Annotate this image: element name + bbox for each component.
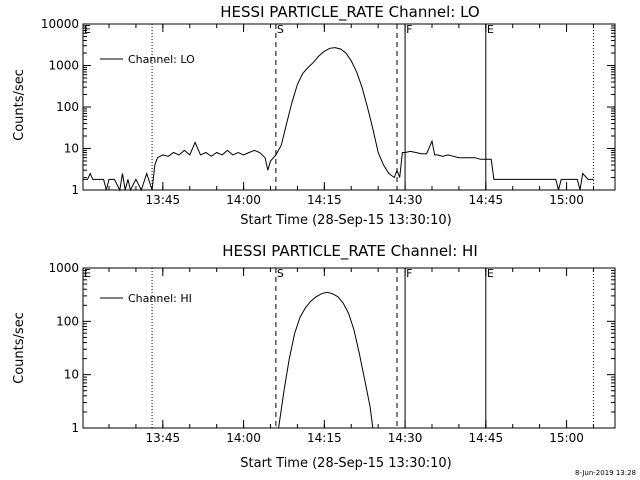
panel-channel-lo: HESSI PARTICLE_RATE Channel: LO Counts/s… — [12, 3, 616, 228]
panel-channel-hi: HESSI PARTICLE_RATE Channel: HI Counts/s… — [12, 242, 616, 471]
legend: Channel: HI — [100, 292, 192, 305]
y-tick-label: 10 — [64, 368, 79, 382]
y-axis-label: Counts/sec — [12, 69, 27, 141]
x-tick-label: 14:15 — [307, 431, 342, 445]
legend-label: Channel: LO — [128, 53, 195, 66]
date-stamp: 8-Jun-2019 13:28 — [575, 469, 636, 477]
y-tick-label: 100 — [56, 314, 79, 328]
event-marker-label: E — [84, 267, 91, 280]
series-line — [83, 47, 594, 192]
x-tick-label: 15:00 — [549, 431, 584, 445]
y-tick-label: 10000 — [41, 17, 79, 31]
y-tick-label: 10 — [64, 142, 79, 156]
y-tick-label: 1000 — [48, 261, 79, 275]
x-tick-label: 15:00 — [549, 193, 584, 207]
axis-ticks: 13:45 14:00 14:15 14:30 14:45 15:00 1 10 100 1000 — [48, 261, 615, 445]
axis-ticks: 13:45 14:00 14:15 14:30 14:45 15:00 1 10 100 1000… — [41, 17, 615, 207]
x-tick-label: 13:45 — [146, 431, 181, 445]
x-axis-label: Start Time (28-Sep-15 13:30:10) — [240, 456, 451, 471]
event-marker-label: E — [487, 267, 494, 280]
x-tick-label: 14:15 — [307, 193, 342, 207]
series-group — [278, 291, 374, 429]
y-tick-label: 1000 — [48, 59, 79, 73]
legend-label: Channel: HI — [128, 292, 192, 305]
x-tick-label: 14:45 — [469, 193, 504, 207]
event-marker-label: E — [487, 23, 494, 36]
x-tick-label: 14:30 — [388, 431, 423, 445]
x-tick-label: 13:45 — [146, 193, 181, 207]
event-marker-label: E — [84, 23, 91, 36]
x-tick-label: 14:00 — [226, 431, 261, 445]
y-tick-label: 1 — [71, 183, 79, 197]
y-tick-label: 100 — [56, 100, 79, 114]
chart-title: HESSI PARTICLE_RATE Channel: LO — [220, 3, 479, 22]
event-marker-label: S — [277, 23, 284, 36]
series-group — [83, 47, 594, 192]
plot-frame — [82, 267, 616, 429]
x-tick-label: 14:00 — [226, 193, 261, 207]
event-marker-label: F — [406, 267, 412, 280]
y-axis-label: Counts/sec — [12, 312, 27, 384]
chart-title: HESSI PARTICLE_RATE Channel: HI — [222, 242, 478, 261]
legend: Channel: LO — [100, 53, 195, 66]
event-marker-label: S — [277, 267, 284, 280]
x-tick-label: 14:30 — [388, 193, 423, 207]
x-tick-label: 14:45 — [469, 431, 504, 445]
event-marker-label: F — [406, 23, 412, 36]
plot-frame — [82, 23, 616, 191]
x-axis-label: Start Time (28-Sep-15 13:30:10) — [240, 213, 451, 228]
series-line — [278, 291, 374, 429]
y-tick-label: 1 — [71, 421, 79, 435]
